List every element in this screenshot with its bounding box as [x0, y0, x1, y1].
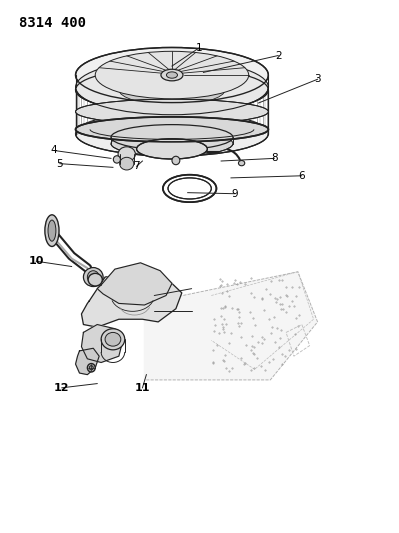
Ellipse shape: [75, 99, 269, 124]
Ellipse shape: [172, 156, 180, 165]
Ellipse shape: [239, 160, 245, 166]
Ellipse shape: [105, 333, 121, 346]
Polygon shape: [81, 272, 182, 327]
Ellipse shape: [89, 366, 93, 370]
Ellipse shape: [75, 67, 269, 112]
Ellipse shape: [166, 72, 178, 78]
Ellipse shape: [118, 147, 135, 161]
Text: 9: 9: [231, 189, 238, 199]
Text: 10: 10: [29, 256, 44, 266]
Ellipse shape: [87, 271, 99, 284]
Ellipse shape: [113, 156, 120, 163]
Text: 8: 8: [271, 154, 278, 164]
Ellipse shape: [45, 215, 59, 246]
Ellipse shape: [87, 364, 95, 372]
Ellipse shape: [163, 175, 216, 202]
Ellipse shape: [101, 329, 125, 350]
Polygon shape: [75, 348, 99, 375]
Ellipse shape: [75, 60, 269, 115]
Ellipse shape: [119, 75, 225, 105]
Ellipse shape: [75, 111, 269, 156]
Polygon shape: [97, 263, 172, 305]
Text: 11: 11: [135, 383, 150, 393]
Ellipse shape: [83, 268, 103, 287]
Polygon shape: [81, 325, 123, 362]
Ellipse shape: [111, 125, 233, 150]
Ellipse shape: [120, 157, 134, 170]
Polygon shape: [144, 272, 318, 380]
Ellipse shape: [161, 69, 183, 81]
Ellipse shape: [168, 178, 211, 199]
Ellipse shape: [75, 47, 269, 102]
Text: 3: 3: [314, 74, 321, 84]
Text: 4: 4: [51, 146, 57, 156]
Ellipse shape: [95, 51, 249, 99]
Text: 7: 7: [133, 161, 140, 171]
Text: 12: 12: [54, 383, 69, 393]
Text: 1: 1: [196, 43, 203, 53]
Ellipse shape: [136, 139, 207, 159]
Text: 6: 6: [298, 171, 305, 181]
Ellipse shape: [88, 273, 102, 286]
Text: 5: 5: [57, 159, 63, 168]
Ellipse shape: [75, 117, 269, 142]
Text: 2: 2: [275, 51, 282, 61]
Ellipse shape: [111, 131, 233, 156]
Text: 8314 400: 8314 400: [18, 16, 85, 30]
Ellipse shape: [48, 220, 56, 241]
